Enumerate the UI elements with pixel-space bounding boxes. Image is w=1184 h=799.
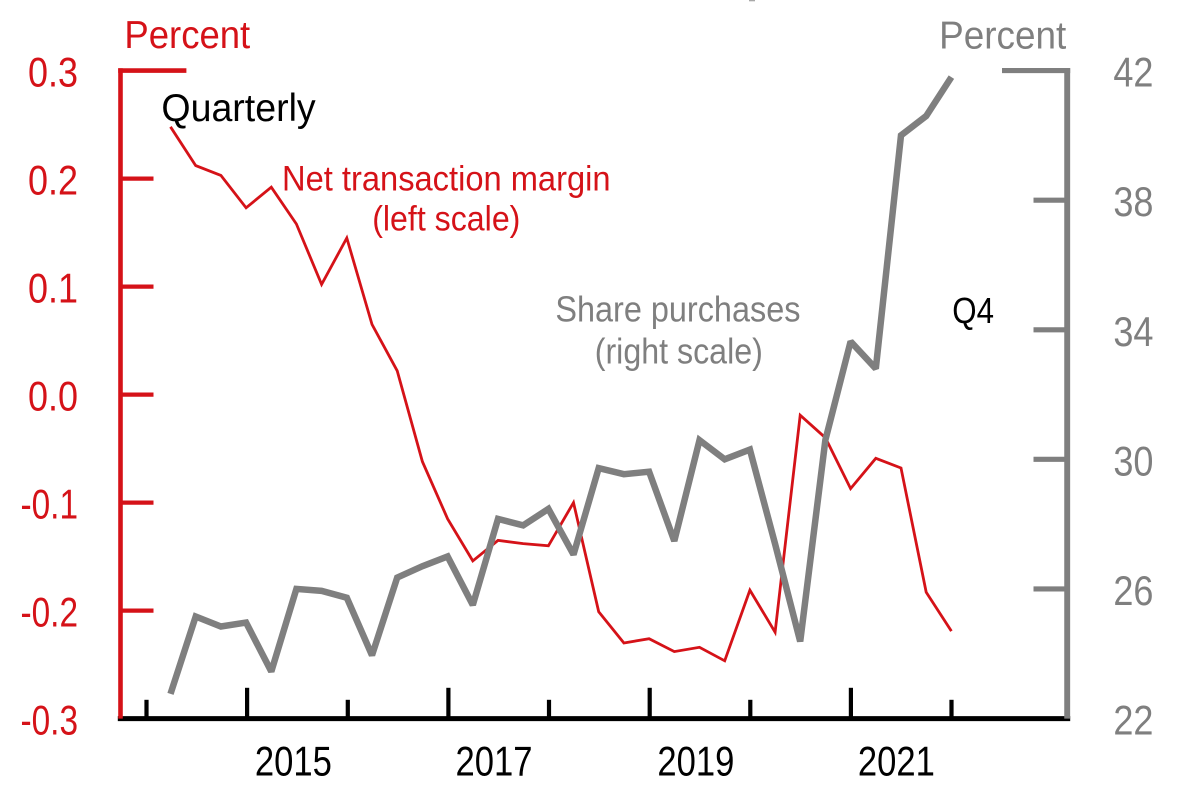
svg-text:Net transaction margin: Net transaction margin bbox=[282, 159, 611, 198]
svg-text:Quarterly: Quarterly bbox=[161, 87, 316, 130]
svg-text:34: 34 bbox=[1113, 308, 1153, 355]
svg-text:Percent: Percent bbox=[939, 14, 1066, 57]
svg-text:38: 38 bbox=[1113, 178, 1153, 225]
svg-text:(right scale): (right scale) bbox=[595, 331, 763, 372]
svg-text:-0.2: -0.2 bbox=[21, 589, 79, 636]
svg-text:Q4: Q4 bbox=[952, 290, 994, 331]
svg-text:(left scale): (left scale) bbox=[372, 200, 520, 239]
svg-text:Share purchases: Share purchases bbox=[555, 289, 800, 330]
svg-text:0.0: 0.0 bbox=[28, 373, 78, 420]
svg-text:22: 22 bbox=[1113, 697, 1153, 744]
svg-text:0.2: 0.2 bbox=[28, 157, 78, 204]
svg-text:42: 42 bbox=[1113, 49, 1153, 96]
svg-text:2021: 2021 bbox=[858, 738, 935, 785]
svg-text:2019: 2019 bbox=[657, 738, 734, 785]
svg-text:2015: 2015 bbox=[255, 738, 332, 785]
svg-text:-0.1: -0.1 bbox=[21, 481, 79, 528]
svg-text:2017: 2017 bbox=[456, 738, 533, 785]
svg-text:-0.3: -0.3 bbox=[21, 697, 79, 744]
svg-text:26: 26 bbox=[1113, 567, 1153, 614]
svg-text:30: 30 bbox=[1113, 437, 1153, 484]
svg-text:0.3: 0.3 bbox=[28, 49, 78, 96]
svg-text:0.1: 0.1 bbox=[28, 265, 78, 312]
svg-text:Percent: Percent bbox=[124, 14, 250, 57]
